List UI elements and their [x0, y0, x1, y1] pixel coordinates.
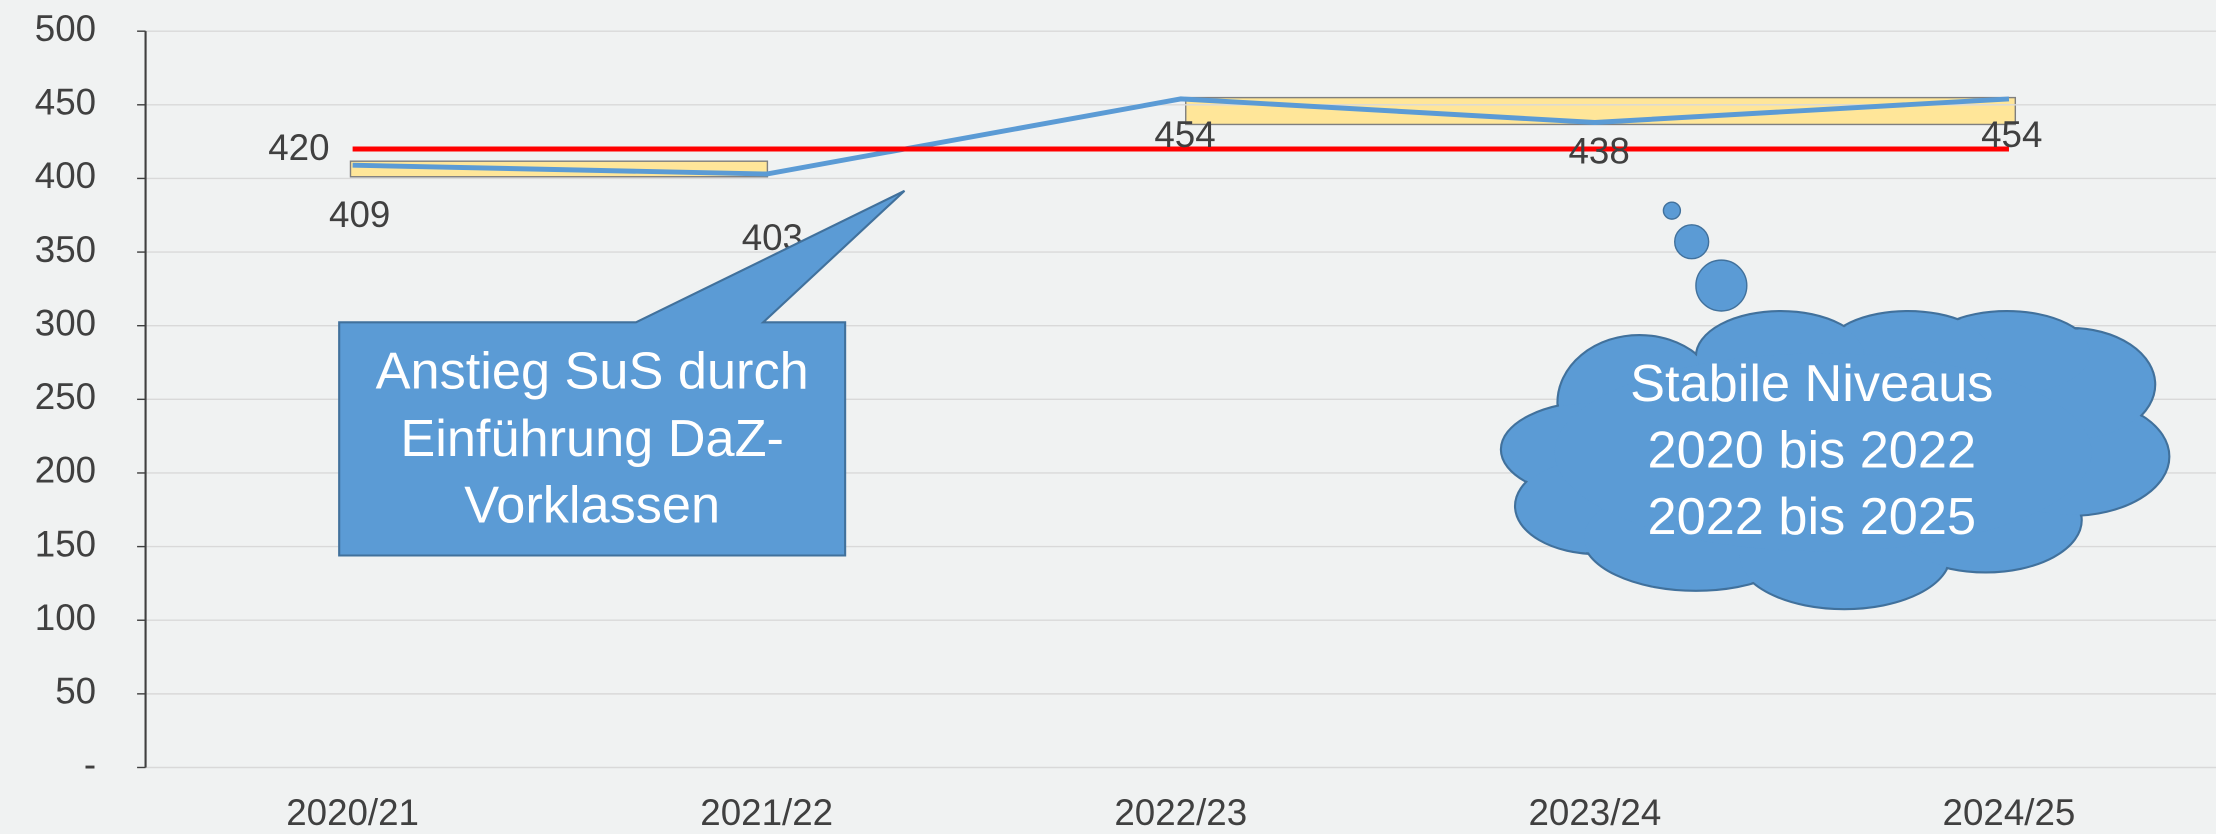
callout-text: Vorklassen [464, 477, 720, 535]
y-tick-label: 250 [35, 376, 96, 417]
y-tick-label: 300 [35, 302, 96, 343]
x-tick-label: 2021/22 [700, 792, 833, 833]
y-tick-label: 350 [35, 229, 96, 270]
data-label: 420 [268, 127, 329, 168]
callout-text: Einführung DaZ- [400, 410, 784, 468]
y-tick-label: 500 [35, 8, 96, 49]
cloud-fill [1502, 312, 2168, 608]
cloud-bubble [1662, 201, 1682, 220]
cloud-text: Stabile Niveaus [1630, 355, 1993, 413]
y-tick-label: 200 [35, 450, 96, 491]
y-tick-label: 400 [35, 155, 96, 196]
data-label: 454 [1981, 114, 2042, 155]
callout-text: Anstieg SuS durch [376, 342, 809, 400]
data-line [352, 96, 2010, 177]
cloud-bubble [1695, 259, 1748, 312]
plot: - 50 100 150 200 250 300 350 400 450 500 2020/21 202… [35, 8, 2216, 833]
x-tick-label: 2023/24 [1528, 792, 1661, 833]
callout: Anstieg SuS durch Einführung DaZ- Vorkla… [338, 189, 906, 557]
y-tick-label: 450 [35, 82, 96, 123]
data-label: 409 [329, 194, 390, 235]
y-tick-label: 100 [35, 597, 96, 638]
callout-shape [338, 189, 906, 557]
cloud: Stabile Niveaus 2020 bis 2022 2022 bis 2… [1499, 201, 2171, 611]
cloud-bubble [1674, 224, 1710, 260]
cloud-text: 2020 bis 2022 [1648, 422, 1977, 480]
y-tick-label: 50 [55, 671, 96, 712]
data-label: 454 [1154, 114, 1215, 155]
data-label: 438 [1568, 130, 1629, 171]
y-tick-label: - [84, 744, 96, 785]
cloud-text: 2022 bis 2025 [1648, 488, 1977, 546]
x-tick-label: 2022/23 [1114, 792, 1247, 833]
y-tick-label: 150 [35, 523, 96, 564]
x-tick-label: 2024/25 [1943, 792, 2076, 833]
x-tick-label: 2020/21 [286, 792, 419, 833]
